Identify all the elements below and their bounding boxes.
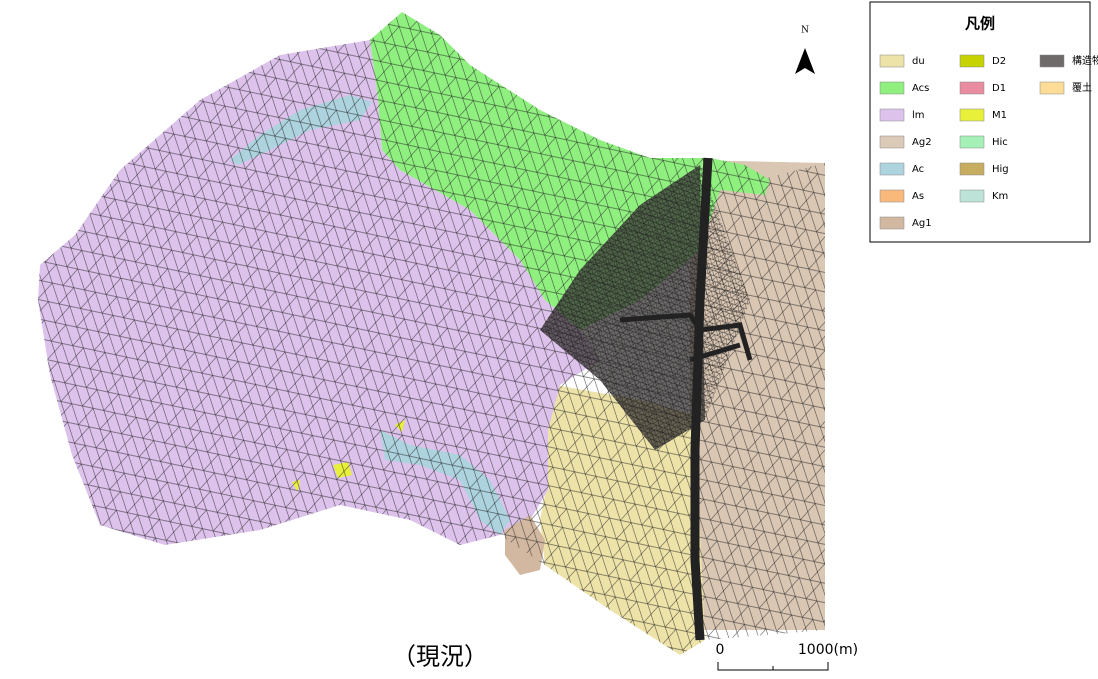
legend-swatch: [959, 135, 985, 149]
legend-swatch: [959, 54, 985, 68]
legend-swatch: [959, 81, 985, 95]
legend-label: Ag1: [912, 218, 932, 229]
legend-swatch: [879, 54, 905, 68]
legend-swatch: [959, 108, 985, 122]
legend-label: Acs: [912, 83, 929, 94]
legend-swatch: [879, 162, 905, 176]
legend-label: Hic: [992, 137, 1008, 148]
legend-label: Ag2: [912, 137, 932, 148]
map: [38, 12, 825, 655]
legend-label: 構造物: [1072, 54, 1098, 67]
legend-swatch: [1039, 81, 1065, 95]
mesh: [38, 12, 825, 655]
legend-swatch: [879, 189, 905, 203]
legend-label: D2: [992, 56, 1006, 67]
legend-swatch: [959, 162, 985, 176]
legend-label: D1: [992, 83, 1006, 94]
scale-start: 0: [716, 642, 725, 658]
scale-line: [717, 662, 829, 671]
legend-label: 覆土: [1072, 81, 1092, 94]
legend-swatch: [879, 135, 905, 149]
legend-box: [869, 1, 1091, 243]
legend-label: lm: [912, 110, 925, 121]
legend-swatch: [879, 81, 905, 95]
legend-label: Km: [992, 191, 1008, 202]
north-label: N: [801, 26, 809, 36]
structure: [619, 312, 753, 363]
legend-swatch: [879, 216, 905, 230]
arrow: [795, 48, 815, 74]
legend-swatch: [959, 189, 985, 203]
legend-label: du: [912, 56, 925, 67]
caption: （現況）: [392, 643, 488, 671]
legend-label: Ac: [912, 164, 924, 175]
legend-label: Hig: [992, 164, 1009, 175]
legend-label: M1: [992, 110, 1007, 121]
north-arrow: N: [795, 26, 815, 74]
legend-swatch: [879, 108, 905, 122]
legend-title: 凡例: [965, 15, 995, 33]
legend-label: As: [912, 191, 924, 202]
scale-bar: 0 1000(m): [716, 642, 858, 671]
embankment: [690, 157, 713, 641]
legend-swatch: [1039, 54, 1065, 68]
scale-end: 1000(m): [798, 642, 858, 658]
